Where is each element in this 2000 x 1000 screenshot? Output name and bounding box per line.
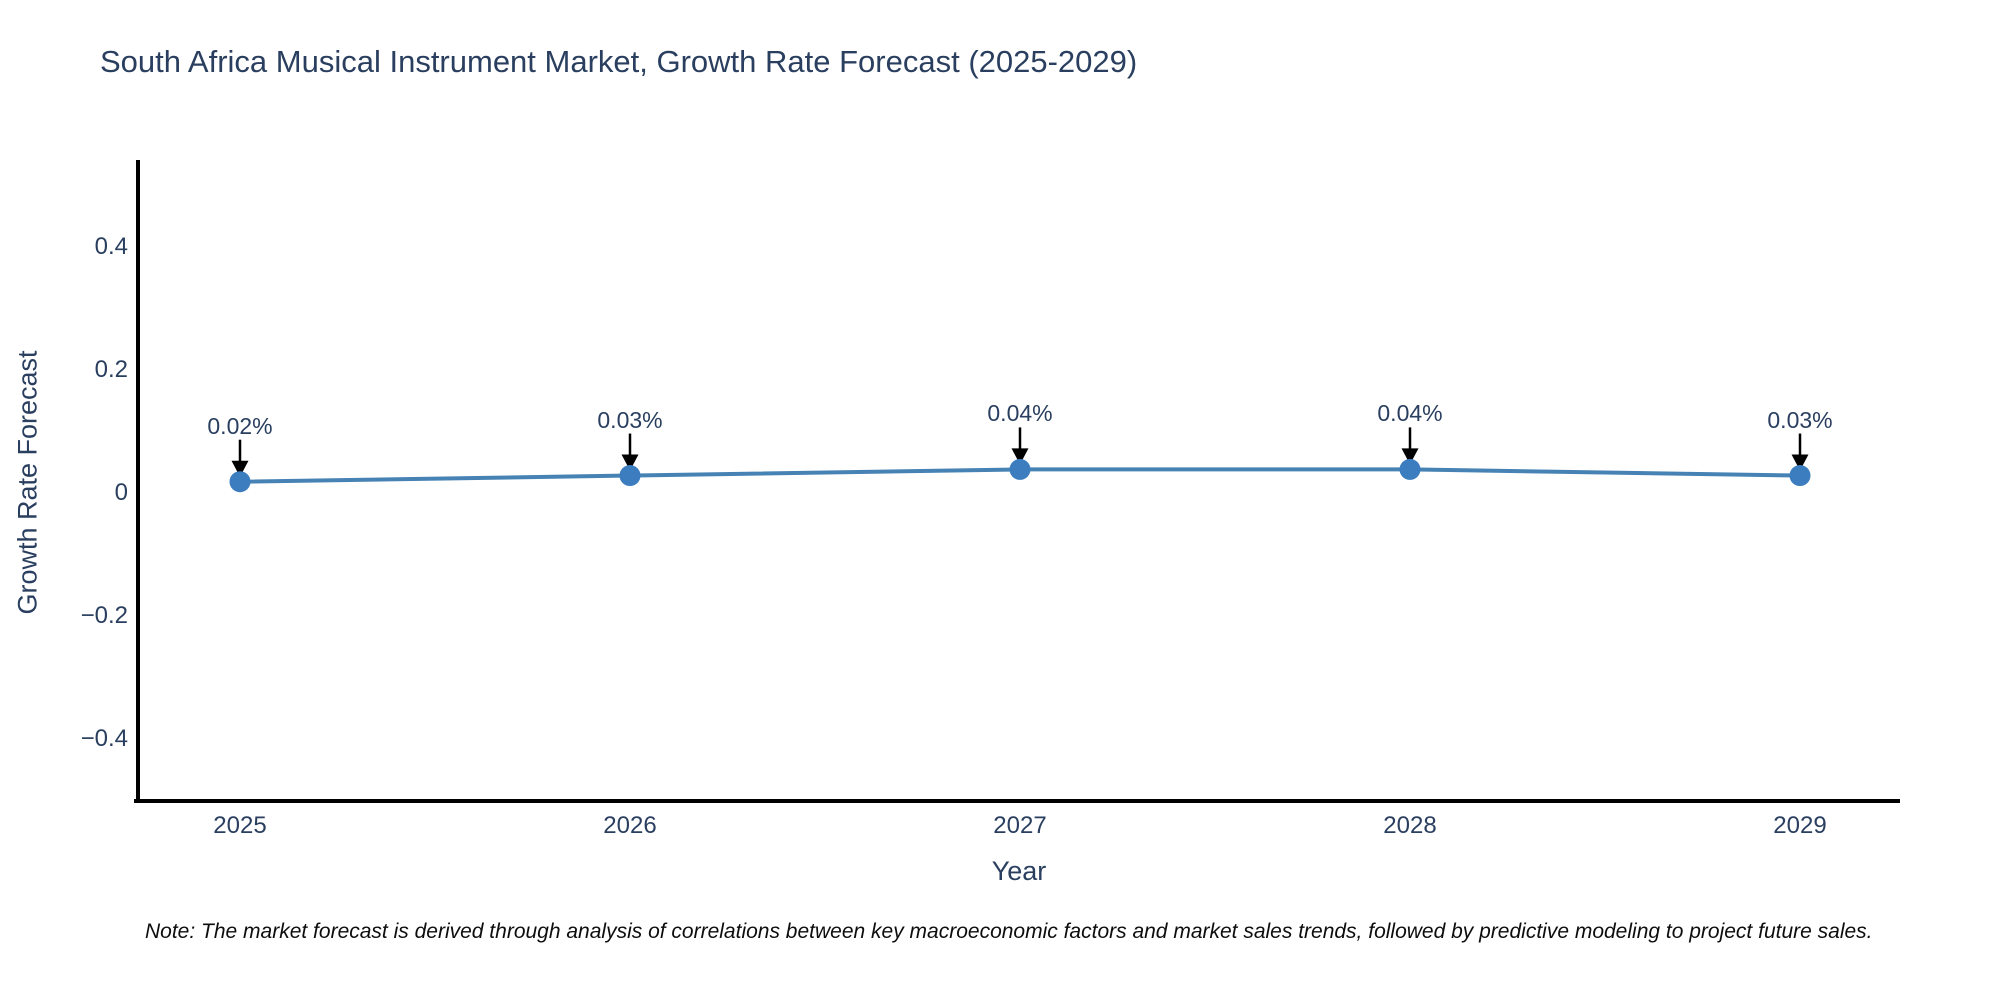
x-tick-label: 2026	[603, 812, 657, 839]
point-annotation: 0.03%	[597, 406, 663, 433]
data-point[interactable]	[229, 471, 251, 493]
x-axis-title: Year	[991, 856, 1047, 886]
data-point[interactable]	[1399, 458, 1421, 480]
chart-title: South Africa Musical Instrument Market, …	[100, 44, 1138, 79]
y-tick-label: −0.2	[80, 602, 128, 629]
y-tick-label: 0.4	[94, 233, 128, 260]
y-tick-label: 0	[114, 479, 128, 506]
data-point[interactable]	[619, 465, 641, 487]
data-point[interactable]	[1789, 465, 1811, 487]
point-annotation: 0.04%	[1377, 400, 1443, 427]
x-tick-label: 2025	[213, 812, 267, 839]
x-tick-label: 2028	[1383, 812, 1437, 839]
point-annotation: 0.02%	[207, 412, 273, 439]
x-tick-label: 2027	[993, 812, 1047, 839]
point-annotation: 0.03%	[1767, 406, 1833, 433]
x-tick-label: 2029	[1773, 812, 1827, 839]
y-tick-label: −0.4	[80, 725, 128, 752]
y-tick-label: 0.2	[94, 356, 128, 383]
data-point[interactable]	[1009, 458, 1031, 480]
footnote: Note: The market forecast is derived thr…	[145, 920, 1873, 943]
point-annotation: 0.04%	[987, 400, 1053, 427]
